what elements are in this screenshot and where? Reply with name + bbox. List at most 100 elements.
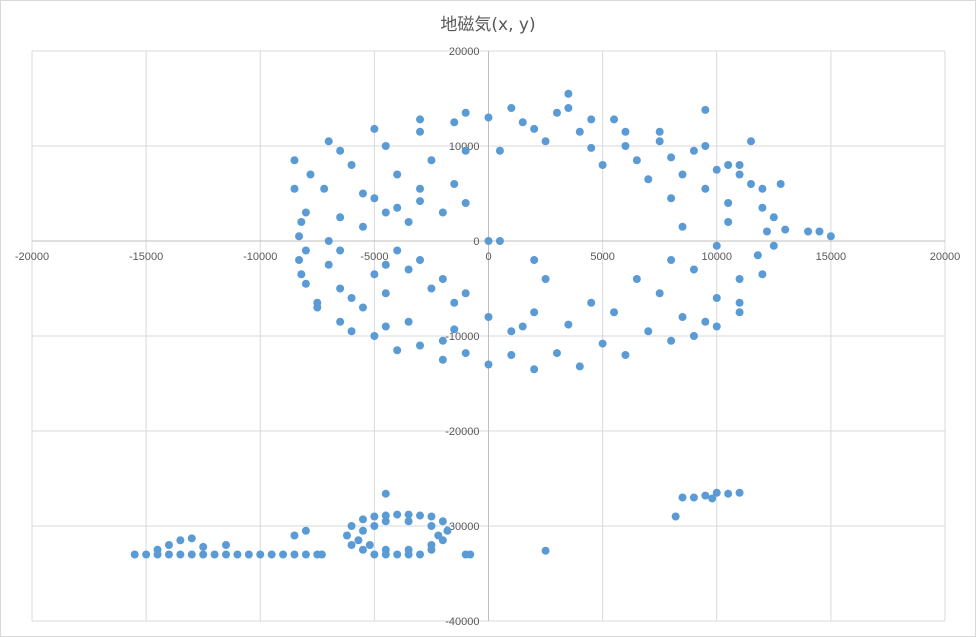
data-point <box>484 113 493 122</box>
data-point <box>610 308 619 317</box>
data-point <box>336 146 345 155</box>
data-point <box>450 180 459 188</box>
data-point <box>370 512 379 521</box>
data-point <box>689 493 698 502</box>
data-point <box>450 118 459 127</box>
data-point <box>358 545 367 554</box>
data-point <box>153 545 162 554</box>
data-point <box>758 184 767 193</box>
data-point <box>724 218 733 226</box>
data-point <box>358 303 367 312</box>
data-point <box>518 322 527 331</box>
data-point <box>746 137 755 146</box>
x-tick-label: 10000 <box>701 251 732 263</box>
data-point <box>495 146 504 155</box>
data-point <box>130 550 139 559</box>
data-point <box>552 108 561 117</box>
data-point <box>655 127 664 136</box>
data-point <box>324 260 333 269</box>
data-point <box>746 180 755 188</box>
data-point <box>427 156 436 165</box>
data-point <box>370 332 379 340</box>
data-point <box>336 246 345 255</box>
data-point <box>393 246 402 255</box>
data-point <box>301 279 310 288</box>
data-point <box>295 256 304 264</box>
data-point <box>598 161 607 169</box>
data-point <box>655 289 664 298</box>
data-point <box>689 332 698 340</box>
data-point <box>598 339 607 348</box>
data-point <box>632 156 641 165</box>
data-point <box>758 203 767 212</box>
data-point <box>290 156 299 165</box>
data-point <box>381 142 390 150</box>
data-point <box>347 327 356 336</box>
data-point <box>381 322 390 331</box>
y-tick-label: 20000 <box>449 46 480 58</box>
data-point <box>404 510 413 519</box>
data-point <box>176 550 185 559</box>
data-point <box>587 298 596 307</box>
data-point <box>317 550 326 559</box>
data-point <box>776 180 785 188</box>
data-point <box>530 308 539 317</box>
data-point <box>450 298 459 307</box>
data-point <box>233 550 242 559</box>
data-point <box>347 522 356 530</box>
data-point <box>381 208 390 217</box>
data-point <box>290 531 299 540</box>
data-point <box>541 275 550 283</box>
data-point <box>507 351 516 359</box>
x-tick-label: 20000 <box>930 251 961 263</box>
data-point <box>671 512 680 521</box>
data-point <box>306 170 315 179</box>
data-point <box>416 550 425 559</box>
data-point <box>393 170 402 179</box>
data-point <box>575 127 584 136</box>
data-point <box>370 522 379 530</box>
data-point <box>507 327 516 336</box>
data-point <box>701 491 710 500</box>
x-tick-label: -15000 <box>129 251 163 263</box>
data-point <box>393 203 402 212</box>
data-point <box>701 184 710 193</box>
data-point <box>336 213 345 222</box>
x-tick-label: 15000 <box>816 251 847 263</box>
y-tick-label: -30000 <box>445 521 479 533</box>
data-point <box>644 175 653 184</box>
data-points <box>130 89 835 559</box>
data-point <box>712 488 721 497</box>
data-point <box>381 289 390 298</box>
y-tick-label: -10000 <box>445 331 479 343</box>
data-point <box>655 137 664 146</box>
data-point <box>320 184 329 193</box>
data-point <box>324 237 333 245</box>
data-point <box>484 313 493 321</box>
data-point <box>381 489 390 498</box>
data-point <box>142 550 151 559</box>
data-point <box>461 146 470 155</box>
data-point <box>222 550 231 559</box>
data-point <box>708 494 717 503</box>
data-point <box>404 317 413 326</box>
data-point <box>416 127 425 136</box>
data-point <box>358 222 367 231</box>
data-point <box>587 143 596 152</box>
data-point <box>518 118 527 127</box>
y-tick-label: -20000 <box>445 426 479 438</box>
data-point <box>416 197 425 206</box>
data-point <box>621 127 630 136</box>
data-point <box>347 541 356 549</box>
data-point <box>370 194 379 203</box>
data-point <box>564 320 573 329</box>
data-point <box>187 534 196 543</box>
data-point <box>438 355 447 364</box>
y-tick-label: 0 <box>473 236 479 248</box>
data-point <box>427 512 436 521</box>
data-point <box>393 510 402 519</box>
data-point <box>667 256 676 264</box>
data-point <box>416 511 425 520</box>
data-point <box>438 208 447 217</box>
data-point <box>404 218 413 226</box>
